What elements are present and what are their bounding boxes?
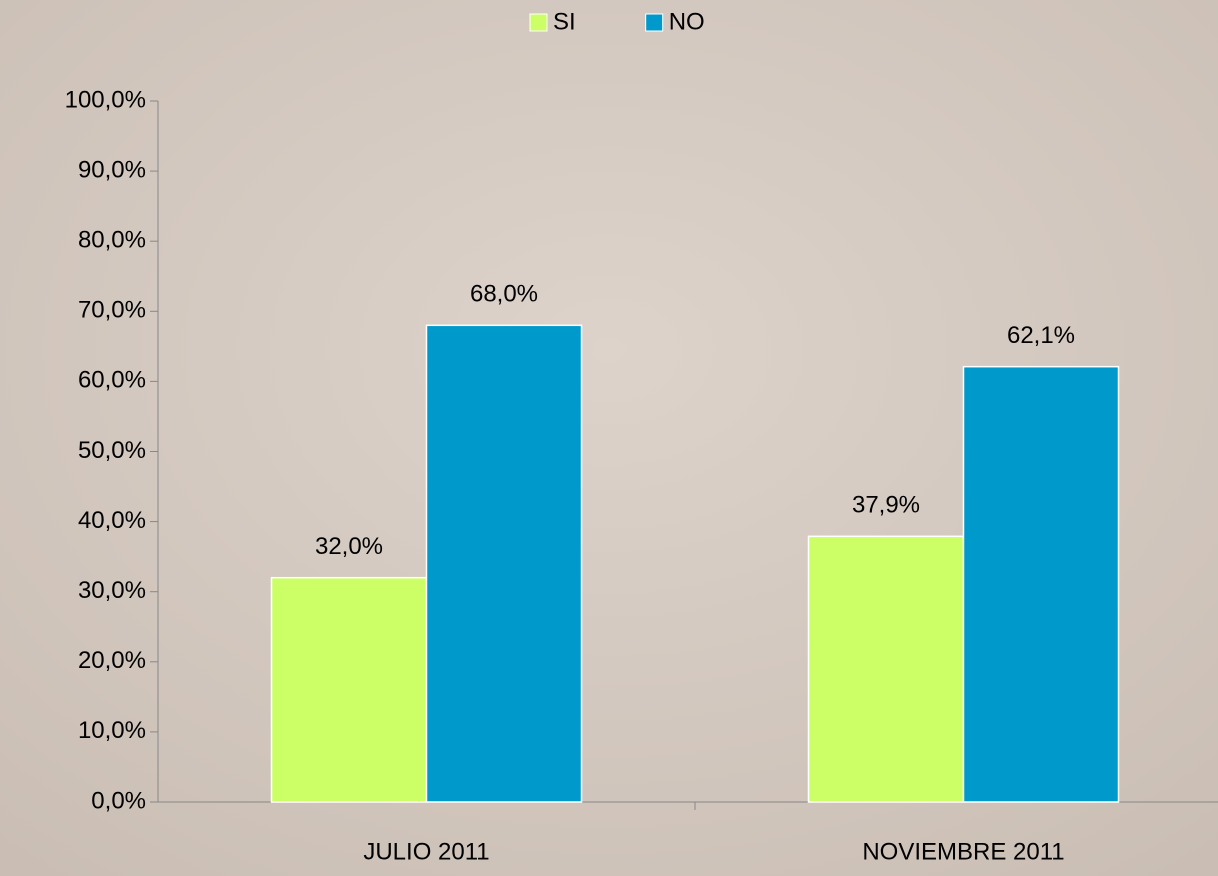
chart: 0,0% 10,0% 20,0% 30,0% 40,0% 50,0% 60,0% 70,0% 8… bbox=[0, 0, 1218, 876]
y-tick-label: 100,0% bbox=[65, 86, 146, 113]
value-label: 68,0% bbox=[470, 281, 538, 308]
y-tick-label: 30,0% bbox=[78, 577, 146, 604]
y-tick-label: 60,0% bbox=[78, 367, 146, 394]
legend-swatch bbox=[530, 14, 547, 31]
y-tick-label: 70,0% bbox=[78, 297, 146, 324]
bar bbox=[964, 367, 1119, 802]
bar bbox=[272, 578, 427, 802]
legend-label: SI bbox=[553, 8, 576, 35]
y-tick-label: 10,0% bbox=[78, 717, 146, 744]
value-label: 32,0% bbox=[315, 533, 383, 560]
value-label: 37,9% bbox=[852, 492, 920, 519]
y-tick-label: 80,0% bbox=[78, 227, 146, 254]
bar bbox=[427, 325, 582, 802]
value-label: 62,1% bbox=[1007, 322, 1075, 349]
y-tick-label: 40,0% bbox=[78, 507, 146, 534]
legend-label: NO bbox=[669, 8, 705, 35]
bar bbox=[809, 536, 964, 802]
y-tick-label: 90,0% bbox=[78, 156, 146, 183]
y-tick-label: 50,0% bbox=[78, 437, 146, 464]
x-tick-label: NOVIEMBRE 2011 bbox=[862, 838, 1064, 865]
page: 0,0% 10,0% 20,0% 30,0% 40,0% 50,0% 60,0% 70,0% 8… bbox=[0, 0, 1218, 876]
legend-swatch bbox=[646, 14, 663, 31]
x-tick-label: JULIO 2011 bbox=[363, 838, 489, 865]
y-tick-label: 20,0% bbox=[78, 647, 146, 674]
y-tick-label: 0,0% bbox=[91, 787, 146, 814]
